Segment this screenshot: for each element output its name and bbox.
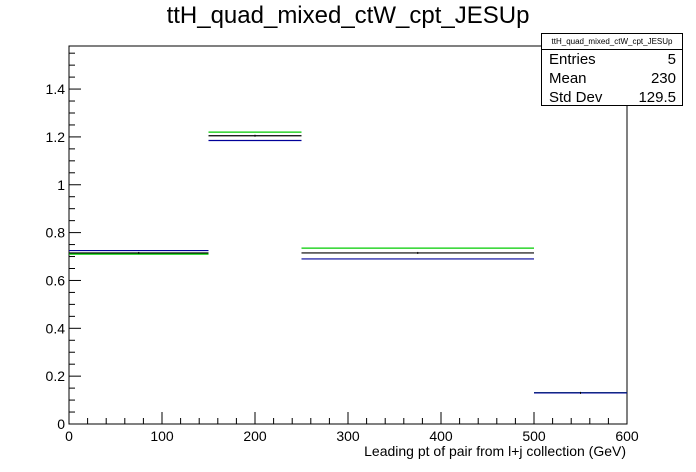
- stats-row-stddev: Std Dev 129.5: [542, 88, 682, 107]
- stats-row-entries: Entries 5: [542, 50, 682, 69]
- stats-value: 5: [667, 51, 676, 68]
- x-tick-label: 300: [336, 428, 360, 444]
- stats-box-title: ttH_quad_mixed_ctW_cpt_JESUp: [542, 34, 682, 50]
- x-tick-label: 500: [522, 428, 546, 444]
- stats-value: 129.5: [638, 89, 676, 106]
- y-tick-label: 0.4: [46, 320, 66, 336]
- y-tick-label: 1.4: [46, 81, 66, 97]
- y-tick-label: 0.8: [46, 225, 66, 241]
- stats-box: ttH_quad_mixed_ctW_cpt_JESUp Entries 5 M…: [541, 33, 683, 106]
- x-axis-label: Leading pt of pair from l+j collection (…: [364, 443, 626, 459]
- x-tick-label: 0: [65, 428, 73, 444]
- y-tick-label: 0.6: [46, 272, 66, 288]
- x-tick-label: 600: [615, 428, 639, 444]
- stats-row-mean: Mean 230: [542, 69, 682, 88]
- y-tick-label: 0.2: [46, 368, 66, 384]
- x-tick-label: 100: [150, 428, 174, 444]
- x-tick-label: 400: [429, 428, 453, 444]
- chart-title: ttH_quad_mixed_ctW_cpt_JESUp: [166, 2, 530, 29]
- x-tick-label: 200: [243, 428, 267, 444]
- y-tick-label: 1.2: [46, 129, 66, 145]
- y-tick-label: 0: [57, 416, 65, 432]
- stats-label: Std Dev: [549, 89, 603, 106]
- y-tick-label: 1: [57, 177, 65, 193]
- stats-label: Entries: [549, 51, 596, 68]
- stats-label: Mean: [549, 70, 587, 87]
- stats-value: 230: [650, 70, 676, 87]
